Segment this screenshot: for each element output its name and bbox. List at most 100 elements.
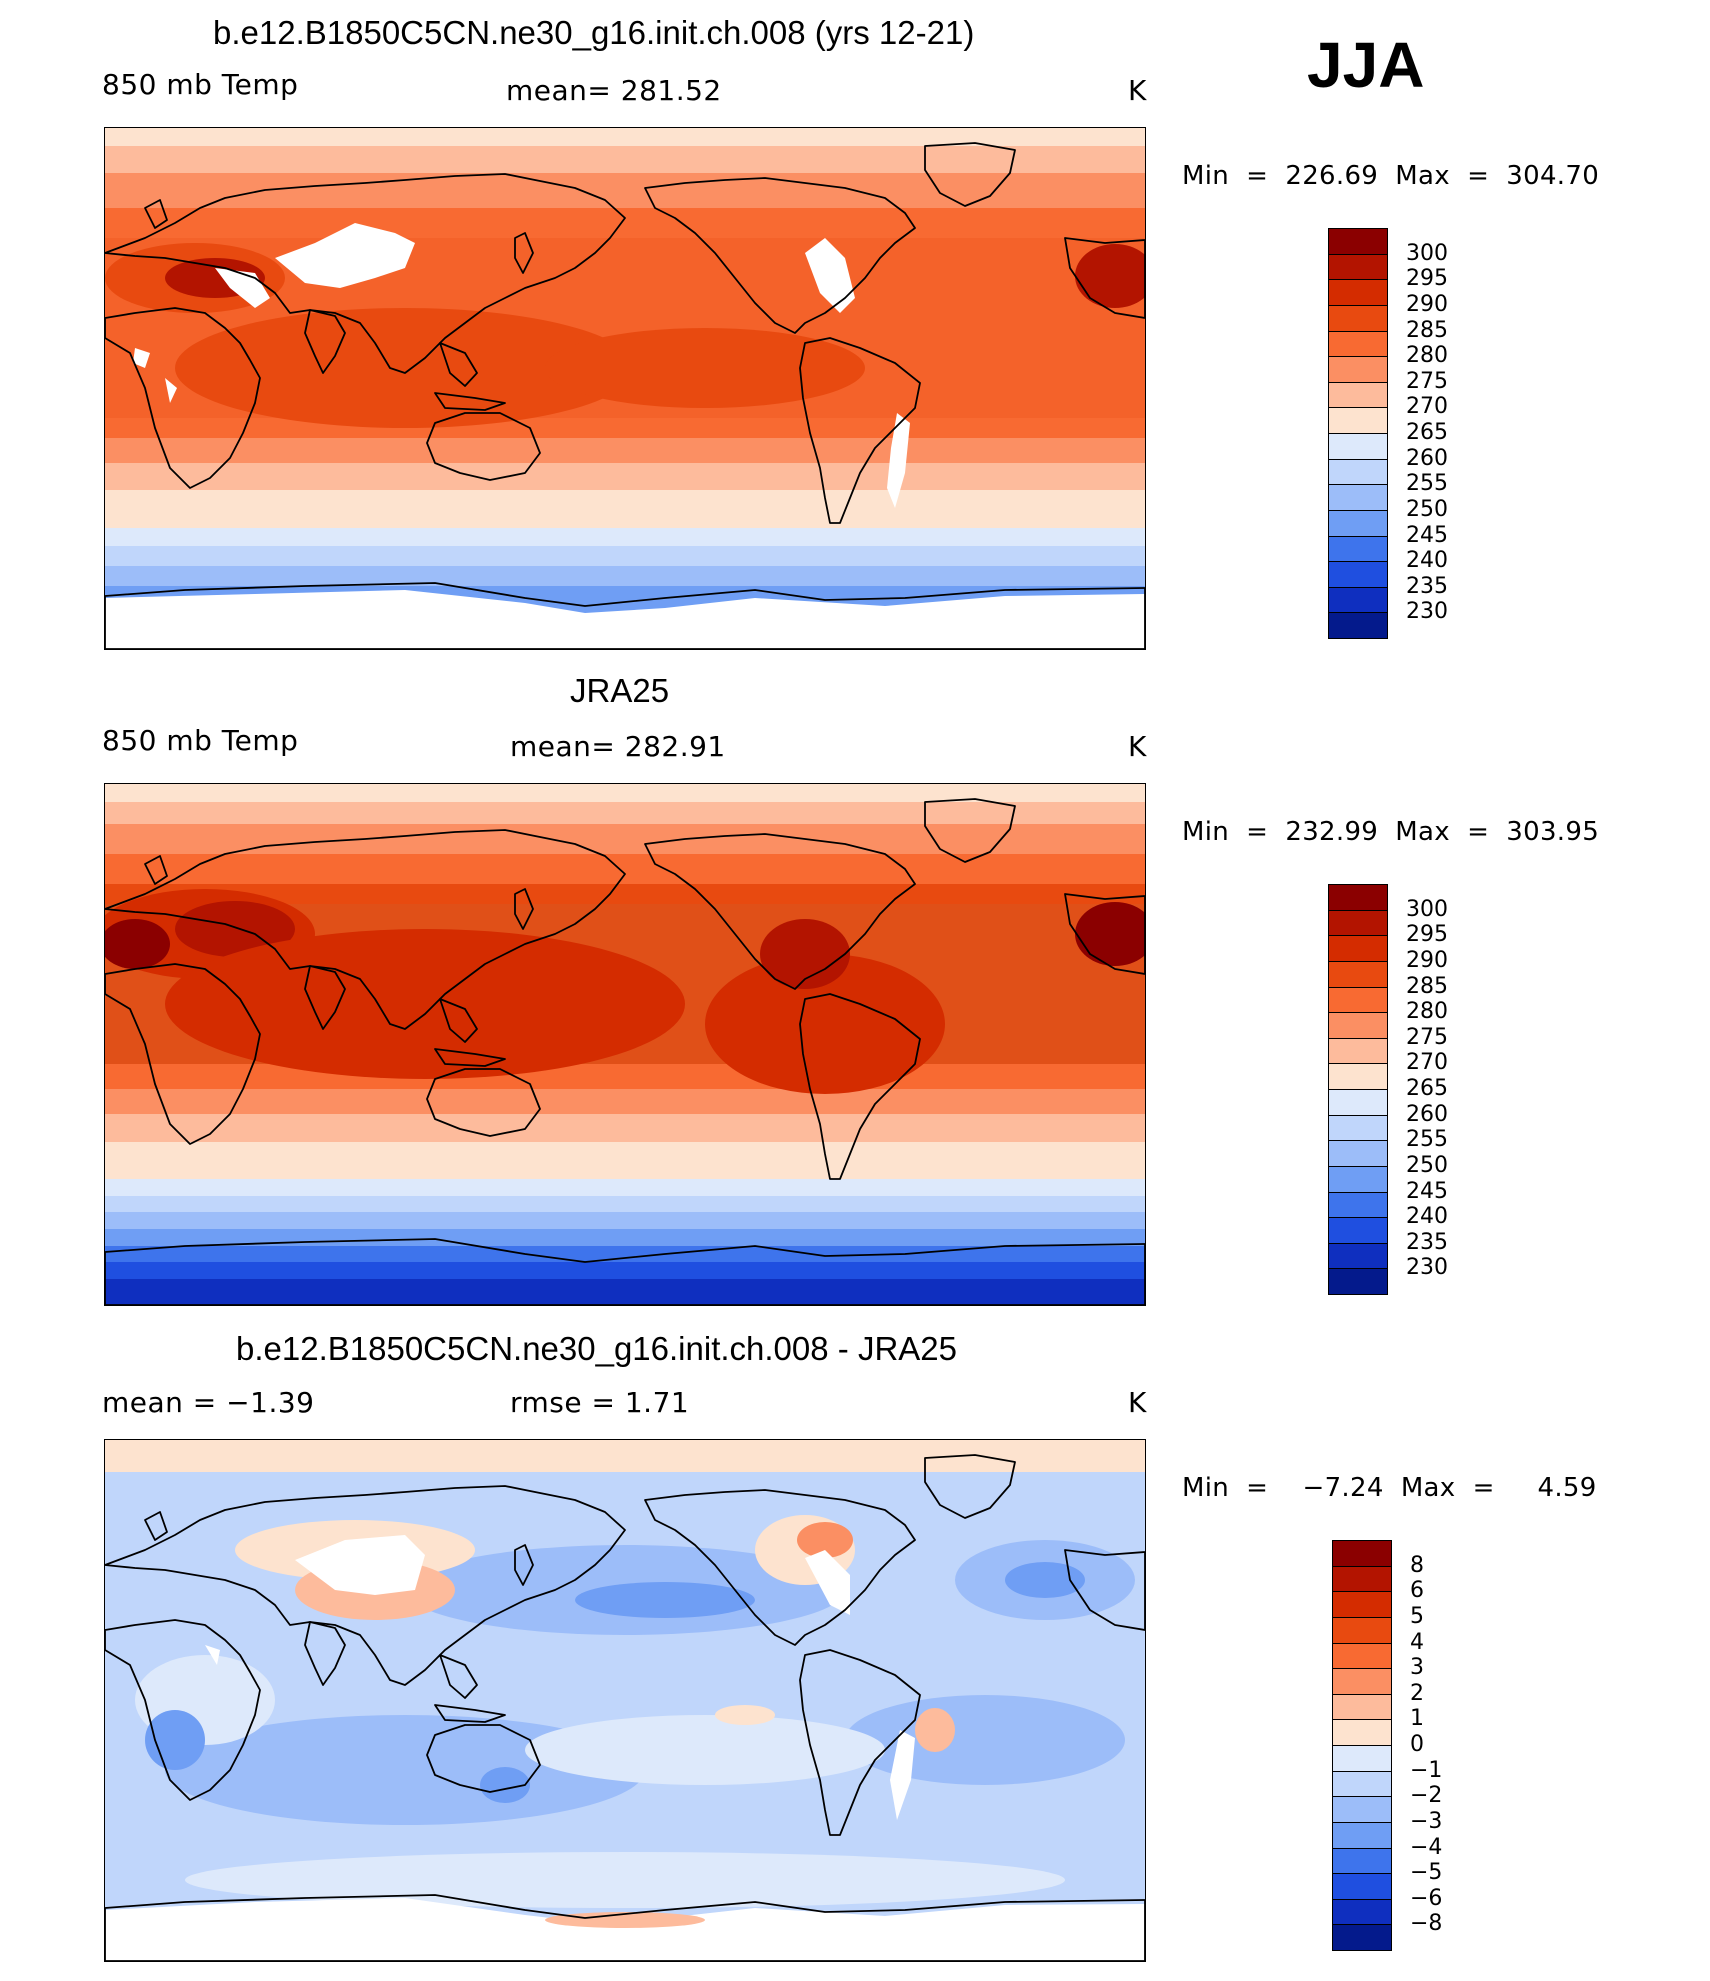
panel-diff-minmax: Min = −7.24 Max = 4.59 <box>1182 1473 1597 1503</box>
temperature-band <box>105 1064 1145 1090</box>
colorbar-swatch <box>1328 1165 1388 1193</box>
coastline <box>924 1454 1016 1519</box>
colorbar-swatch <box>1328 1268 1388 1295</box>
colorbar-tick-label: 270 <box>1406 394 1448 420</box>
panel-obs-colorbar: 300 295 290 285 280 275 270 265 260 255 250 245 240 2… <box>1328 884 1488 1295</box>
missing-data-region <box>887 413 910 508</box>
temperature-band <box>105 1196 1145 1213</box>
coastline <box>105 829 626 1030</box>
coastline <box>799 993 921 1180</box>
coastline <box>144 855 168 885</box>
panel-obs-field-label: 850 mb Temp <box>102 724 299 757</box>
colorbar-tick-label: −5 <box>1410 1860 1443 1886</box>
colorbar-swatch <box>1328 381 1388 409</box>
panel-model-field-label: 850 mb Temp <box>102 68 299 101</box>
temperature-band <box>105 128 1145 147</box>
panel-obs-map <box>104 783 1146 1306</box>
temperature-band <box>105 1279 1145 1305</box>
colorbar-swatch <box>1332 1770 1392 1798</box>
colorbar-swatch <box>1328 304 1388 332</box>
temperature-band <box>105 1114 1145 1143</box>
missing-data-region <box>205 1645 220 1665</box>
colorbar-swatch <box>1332 1924 1392 1951</box>
panel-obs-title: JRA25 <box>570 672 670 709</box>
coastline <box>105 1619 261 1801</box>
colorbar-swatch <box>1332 1565 1392 1593</box>
panel-obs-units: K <box>1128 730 1147 763</box>
temperature-band <box>105 824 1145 855</box>
coastline <box>434 1048 506 1067</box>
panel-model-map-svg <box>105 128 1145 649</box>
panel-diff-map-svg <box>105 1440 1145 1961</box>
colorbar-tick-label: 235 <box>1406 573 1448 599</box>
temperature-band <box>105 854 1145 885</box>
coastline <box>434 1704 506 1723</box>
difference-region <box>545 1912 705 1928</box>
colorbar-tick-label: 2 <box>1410 1680 1424 1706</box>
colorbar-swatch <box>1328 279 1388 306</box>
coastline <box>426 1724 541 1793</box>
colorbar-tick-label: 300 <box>1406 240 1448 266</box>
temperature-band <box>105 566 1145 587</box>
missing-data-region <box>275 223 415 288</box>
coastline <box>434 392 506 411</box>
panel-diff-mean-label: mean = −1.39 <box>102 1386 315 1419</box>
colorbar-tick-label: 285 <box>1406 317 1448 343</box>
colorbar-swatch <box>1332 1745 1392 1772</box>
temperature-band <box>105 884 1145 905</box>
temperature-band <box>105 208 1145 239</box>
colorbar-swatch <box>1328 330 1388 358</box>
colorbar-tick-label: 3 <box>1410 1655 1424 1681</box>
coastline <box>304 1621 346 1686</box>
coastline <box>105 307 261 489</box>
warm-anomaly-region <box>1075 244 1145 308</box>
colorbar-swatch <box>1332 1591 1392 1618</box>
missing-data-region <box>890 1730 915 1820</box>
colorbar-swatch <box>1328 884 1388 911</box>
temperature-band <box>105 1142 1145 1180</box>
panel-model-minmax: Min = 226.69 Max = 304.70 <box>1182 161 1600 191</box>
panel-model-colorbar: 300 295 290 285 280 275 270 265 260 255 250 245 240 2… <box>1328 228 1488 639</box>
coastline <box>144 199 168 229</box>
coastline <box>514 232 534 274</box>
difference-region <box>145 1710 205 1770</box>
colorbar-tick-label: 240 <box>1406 1204 1448 1230</box>
temperature-band <box>105 463 1145 491</box>
colorbar-tick-label: 250 <box>1406 496 1448 522</box>
colorbar-tick-label: 280 <box>1406 343 1448 369</box>
colorbar-tick-label: 265 <box>1406 1076 1448 1101</box>
colorbar-tick-label: 235 <box>1406 1229 1448 1255</box>
difference-region <box>715 1705 775 1725</box>
colorbar-tick-label: 255 <box>1406 471 1448 497</box>
warm-anomaly-region <box>105 919 170 969</box>
panel-model-map <box>104 127 1146 650</box>
colorbar-tick-label: −3 <box>1410 1808 1443 1834</box>
colorbar-tick-label: −4 <box>1410 1834 1443 1860</box>
coastline <box>799 1649 921 1836</box>
coastline <box>304 965 346 1030</box>
colorbar-tick-label: −1 <box>1410 1757 1443 1783</box>
warm-anomaly-region <box>1075 902 1145 966</box>
colorbar-swatch <box>1328 535 1388 563</box>
panel-diff-map <box>104 1439 1146 1962</box>
colorbar-swatch <box>1328 458 1388 486</box>
season-label: JJA <box>1307 29 1425 101</box>
colorbar-swatch <box>1332 1873 1392 1900</box>
coastline <box>439 1654 478 1699</box>
difference-region <box>845 1695 1125 1785</box>
panel-model-mean-label: mean= 281.52 <box>506 74 722 107</box>
colorbar-swatch <box>1332 1821 1392 1849</box>
colorbar-swatch <box>1328 1217 1388 1244</box>
colorbar-tick-label: 285 <box>1406 973 1448 999</box>
colorbar-tick-label: 280 <box>1406 999 1448 1025</box>
colorbar-tick-label: 240 <box>1406 548 1448 574</box>
temperature-band <box>105 438 1145 464</box>
coastline <box>144 1511 168 1541</box>
temperature-band <box>105 418 1145 439</box>
panel-model-title: b.e12.B1850C5CN.ne30_g16.init.ch.008 (yr… <box>213 14 975 51</box>
panel-diff-colorbar: 8 6 5 4 3 2 1 0 −1 −2 −3 −4 −5 −6 −8 <box>1332 1540 1492 1951</box>
coastline <box>105 963 261 1145</box>
colorbar-swatch <box>1328 356 1388 383</box>
colorbar-swatch <box>1332 1847 1392 1875</box>
colorbar-swatch <box>1328 561 1388 588</box>
